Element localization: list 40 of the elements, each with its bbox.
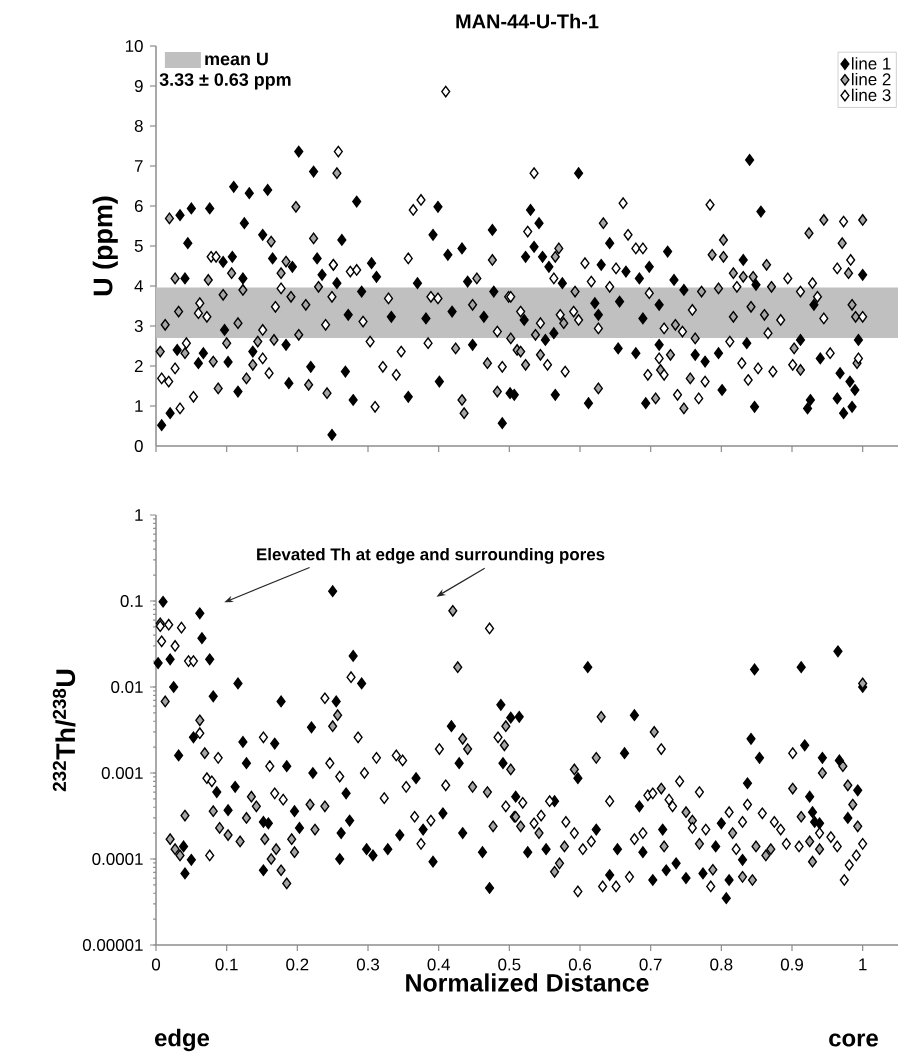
y-tick-label: 8 bbox=[134, 119, 143, 132]
x-tick-label: 0.2 bbox=[286, 958, 309, 971]
x-tick-label: 0.3 bbox=[356, 958, 380, 971]
x-tick-label: 0.7 bbox=[639, 958, 662, 971]
x-tick-label: 0.4 bbox=[427, 958, 450, 971]
legend-label: line 3 bbox=[851, 88, 891, 102]
y-tick-label: 3 bbox=[134, 319, 143, 332]
y-tick-label: 2 bbox=[134, 360, 143, 372]
x-tick-label: 0.8 bbox=[710, 958, 733, 971]
y-tick-label: 4 bbox=[134, 280, 143, 292]
annotation: 3.33 ± 0.63 ppm bbox=[159, 73, 291, 90]
y-tick-label: 0.001 bbox=[101, 767, 143, 779]
legend-label: line 1 bbox=[851, 57, 891, 70]
x-tick-label: 0.1 bbox=[215, 958, 238, 971]
y-tick-label: 7 bbox=[134, 160, 143, 172]
text: edge bbox=[155, 1028, 210, 1052]
y-tick-label: 0.1 bbox=[120, 595, 143, 607]
y-tick-label: 6 bbox=[134, 199, 143, 212]
x-axis-title: Normalized Distance bbox=[406, 973, 649, 992]
legend-label: mean U bbox=[205, 52, 268, 66]
y-axis-title: $^{232}$Th/$^{238}$U bbox=[52, 669, 76, 792]
y-tick-label: 10 bbox=[125, 39, 143, 52]
text: core bbox=[829, 1033, 878, 1047]
x-tick-label: 0.5 bbox=[498, 958, 521, 971]
chart-title: MAN-44-U-Th-1 bbox=[456, 13, 599, 29]
y-tick-label: 0 bbox=[134, 439, 143, 452]
y-tick-label: 9 bbox=[134, 79, 143, 92]
y-tick-label: 1 bbox=[135, 400, 143, 412]
y-tick-label: 0.01 bbox=[111, 681, 143, 693]
y-axis-title: U (ppm) bbox=[92, 196, 118, 296]
annotation: Elevated Th at edge and surrounding pores bbox=[257, 547, 605, 564]
x-tick-label: 0.9 bbox=[780, 958, 803, 971]
y-tick-label: 0.0001 bbox=[92, 853, 143, 866]
legend-label: line 2 bbox=[851, 72, 891, 86]
y-tick-label: 5 bbox=[134, 240, 143, 252]
x-tick-label: 0.6 bbox=[568, 958, 592, 971]
x-tick-label: 0 bbox=[151, 958, 161, 971]
y-tick-label: 0.00001 bbox=[82, 939, 143, 952]
y-tick-label: 1 bbox=[135, 509, 143, 521]
x-tick-label: 1 bbox=[859, 958, 867, 971]
